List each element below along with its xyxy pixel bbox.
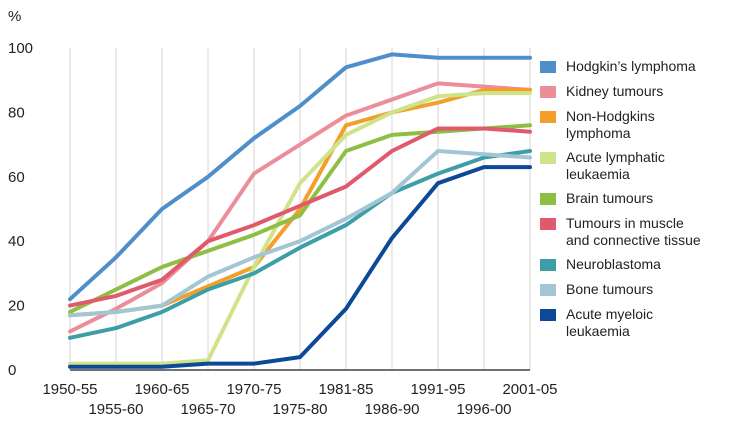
legend-item: Neuroblastoma xyxy=(540,256,732,273)
legend-label: Non-Hodgkins lymphoma xyxy=(566,108,655,141)
series-line xyxy=(68,91,532,366)
series-line xyxy=(68,126,532,308)
legend-label: Acute myeloic leukaemia xyxy=(566,306,654,339)
x-tick-label: 1960-65 xyxy=(134,381,189,398)
x-tick-label: 1981-85 xyxy=(318,381,373,398)
legend-swatch xyxy=(540,259,556,271)
legend-swatch xyxy=(540,284,556,296)
x-tick-label: 1986-90 xyxy=(364,401,419,418)
series-line xyxy=(68,149,532,340)
legend-item: Brain tumours xyxy=(540,190,732,207)
legend-swatch xyxy=(540,152,556,164)
legend-label: Acute lymphatic leukaemia xyxy=(566,149,665,182)
legend-item: Kidney tumours xyxy=(540,83,732,100)
series-line xyxy=(68,149,532,318)
series-line xyxy=(68,165,532,369)
axes: 0 20 40 60 80 100 1950-55 1955-60 1960-65 1965-70… xyxy=(8,40,558,418)
series-line xyxy=(68,123,532,314)
x-tick-label: 1955-60 xyxy=(88,401,143,418)
legend-item: Acute lymphatic leukaemia xyxy=(540,149,732,183)
legend-label: Neuroblastoma xyxy=(566,256,661,272)
y-tick-label: 60 xyxy=(8,169,25,186)
legend-swatch xyxy=(540,309,556,321)
series-line xyxy=(68,81,532,334)
legend-item: Acute myeloic leukaemia xyxy=(540,306,732,340)
x-tick-label: 1950-55 xyxy=(42,381,97,398)
legend-swatch xyxy=(540,193,556,205)
legend-item: Tumours in muscle and connective tissue xyxy=(540,215,732,249)
legend-label: Bone tumours xyxy=(566,281,654,297)
x-tick-label: 1965-70 xyxy=(180,401,235,418)
y-tick-label: 100 xyxy=(8,40,33,57)
legend-item: Hodgkin’s lymphoma xyxy=(540,58,732,75)
y-tick-label: 0 xyxy=(8,362,16,379)
legend-swatch xyxy=(540,86,556,98)
legend-label: Tumours in muscle and connective tissue xyxy=(566,215,701,248)
chart-legend: Hodgkin’s lymphoma Kidney tumours Non-Hodg… xyxy=(540,58,732,347)
legend-swatch xyxy=(540,61,556,73)
x-tick-label: 1975-80 xyxy=(272,401,327,418)
x-tick-label: 1970-75 xyxy=(226,381,281,398)
x-tick-label: 1996-00 xyxy=(456,401,511,418)
y-tick-label: 20 xyxy=(8,298,25,315)
legend-item: Bone tumours xyxy=(540,281,732,298)
x-tick-label: 2001-05 xyxy=(502,381,557,398)
legend-label: Hodgkin’s lymphoma xyxy=(566,58,696,74)
legend-swatch xyxy=(540,218,556,230)
x-tick-label: 1991-95 xyxy=(410,381,465,398)
series-line xyxy=(68,52,532,302)
series-lines xyxy=(68,52,532,369)
legend-swatch xyxy=(540,111,556,123)
legend-label: Brain tumours xyxy=(566,190,654,206)
legend-item: Non-Hodgkins lymphoma xyxy=(540,108,732,142)
y-tick-label: 80 xyxy=(8,104,25,121)
y-tick-label: 40 xyxy=(8,233,25,250)
legend-label: Kidney tumours xyxy=(566,83,664,99)
y-axis-label: % xyxy=(8,8,21,25)
